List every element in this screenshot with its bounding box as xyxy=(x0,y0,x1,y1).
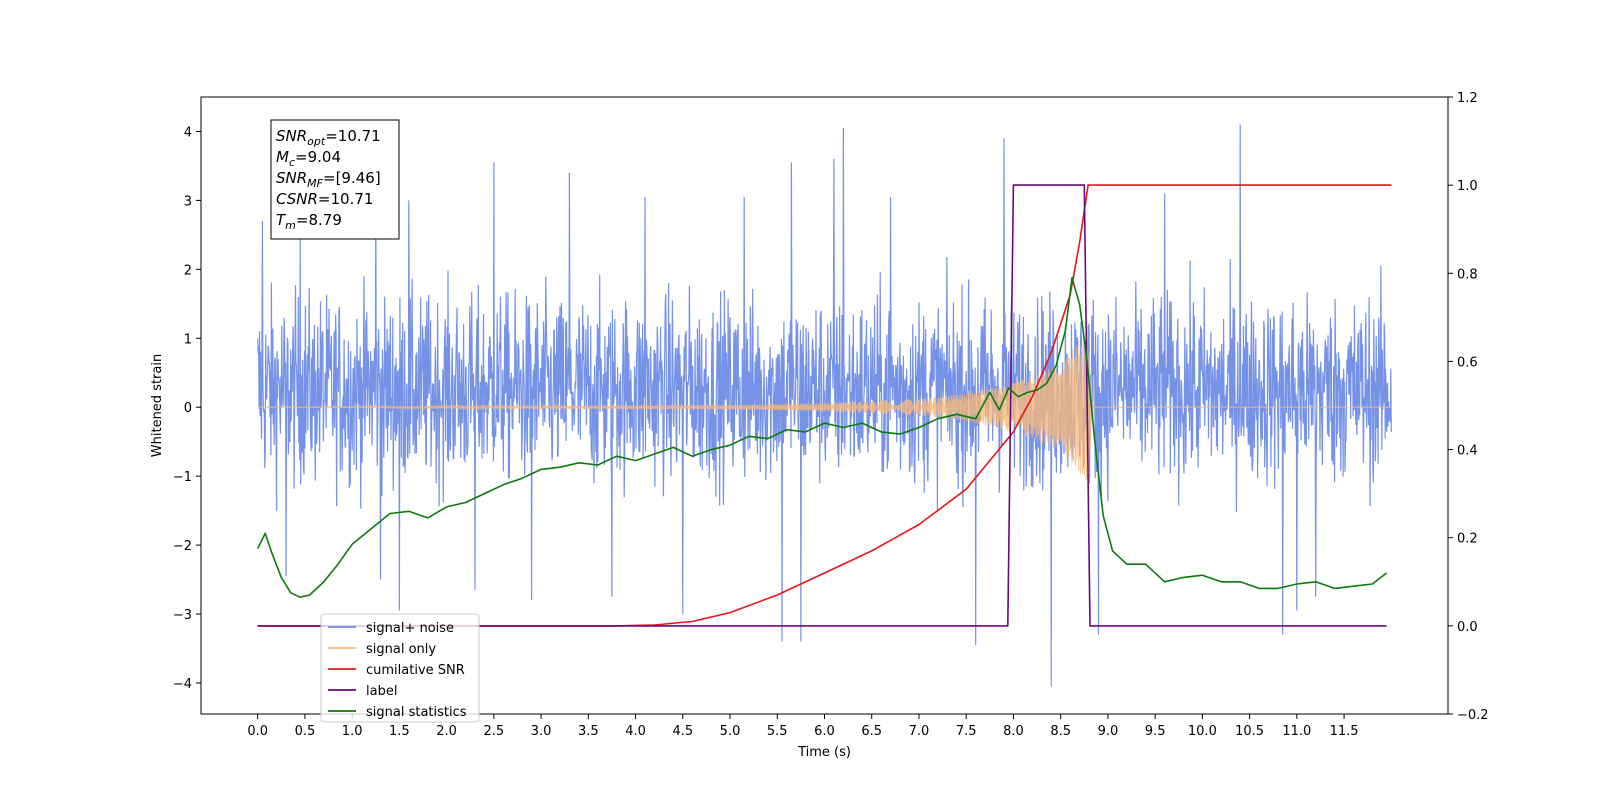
stats-annotation-line: CSNR=10.71 xyxy=(276,190,373,208)
series-cumilative-snr-line xyxy=(257,184,1392,627)
series-signal-statistics-line xyxy=(256,276,1388,598)
y-tick-label: 1 xyxy=(184,332,192,347)
x-tick-label: 7.5 xyxy=(956,724,977,739)
x-tick-label: 1.0 xyxy=(342,724,363,739)
x-tick-label: 2.0 xyxy=(436,724,457,739)
y-tick-label: −2 xyxy=(173,539,192,554)
legend-label-label: label xyxy=(366,684,397,699)
y-tick-label: 2 xyxy=(184,263,192,278)
x-tick-label: 11.5 xyxy=(1330,724,1359,739)
x-tick-label: 11.0 xyxy=(1282,724,1311,739)
series-layer xyxy=(256,124,1392,687)
y2-tick-label: 1.2 xyxy=(1457,91,1478,106)
y-tick-label: −4 xyxy=(173,677,192,692)
y2-tick-label: −0.2 xyxy=(1457,708,1489,723)
y-tick-label: 0 xyxy=(184,401,192,416)
y2-tick-label: 0.0 xyxy=(1457,620,1478,635)
x-tick-label: 6.0 xyxy=(814,724,835,739)
y-axis-left: −4 −3 −2 −1 0 1 2 3 4 xyxy=(173,125,201,692)
x-axis: 0.0 0.5 1.0 1.5 2.0 2.5 3.0 3.5 4.0 4.5 5.0 5.5 6.0 6… xyxy=(247,714,1359,739)
x-tick-label: 3.5 xyxy=(578,724,599,739)
x-tick-label: 4.0 xyxy=(625,724,646,739)
y2-tick-label: 0.2 xyxy=(1457,532,1478,547)
y2-tick-label: 0.6 xyxy=(1457,355,1478,370)
legend-label-signal-only: signal only xyxy=(366,642,436,657)
x-tick-label: 4.5 xyxy=(672,724,693,739)
y-tick-label: −3 xyxy=(173,608,192,623)
stats-annotation-line: SNRMF=[9.46] xyxy=(276,169,381,190)
x-tick-label: 6.5 xyxy=(861,724,882,739)
x-tick-label: 0.5 xyxy=(295,724,316,739)
stats-annotation-box xyxy=(270,119,400,240)
y2-tick-label: 0.4 xyxy=(1457,444,1478,459)
y2-tick-label: 1.0 xyxy=(1457,179,1478,194)
x-tick-label: 2.5 xyxy=(484,724,505,739)
x-tick-label: 1.5 xyxy=(389,724,410,739)
series-signal-noise-line xyxy=(257,124,1392,687)
x-tick-label: 9.0 xyxy=(1098,724,1119,739)
x-tick-label: 8.5 xyxy=(1050,724,1071,739)
series-label-line xyxy=(257,184,1387,627)
x-axis-label: Time (s) xyxy=(797,745,851,760)
legend: signal+ noise signal only cumilative SNR la… xyxy=(320,613,480,723)
x-tick-label: 0.0 xyxy=(247,724,268,739)
x-tick-label: 3.0 xyxy=(531,724,552,739)
y-axis-right: −0.2 0.0 0.2 0.4 0.6 0.8 1.0 1.2 xyxy=(1448,91,1489,723)
x-tick-label: 8.0 xyxy=(1003,724,1024,739)
legend-label-signal-noise: signal+ noise xyxy=(366,621,454,636)
x-tick-label: 9.5 xyxy=(1145,724,1166,739)
x-tick-label: 5.0 xyxy=(720,724,741,739)
legend-box xyxy=(320,613,480,723)
legend-label-cumilative-snr: cumilative SNR xyxy=(366,663,465,678)
stats-annotation-line: Mc=9.04 xyxy=(276,148,341,169)
stats-annotation-line: Tm=8.79 xyxy=(276,211,342,232)
x-tick-label: 10.5 xyxy=(1235,724,1264,739)
stats-annotation: SNRopt=10.71Mc=9.04SNRMF=[9.46]CSNR=10.7… xyxy=(270,119,400,240)
y-tick-label: −1 xyxy=(173,470,192,485)
y2-tick-label: 0.8 xyxy=(1457,267,1478,282)
x-tick-label: 5.5 xyxy=(767,724,788,739)
x-tick-label: 10.0 xyxy=(1188,724,1217,739)
series-signal-only-line xyxy=(257,339,1392,481)
y-tick-label: 3 xyxy=(184,194,192,209)
stats-annotation-line: SNRopt=10.71 xyxy=(276,127,381,148)
y-axis-label: Whitened strain xyxy=(150,354,165,457)
legend-label-signal-statistics: signal statistics xyxy=(366,705,467,720)
y-tick-label: 4 xyxy=(184,125,192,140)
x-tick-label: 7.0 xyxy=(909,724,930,739)
